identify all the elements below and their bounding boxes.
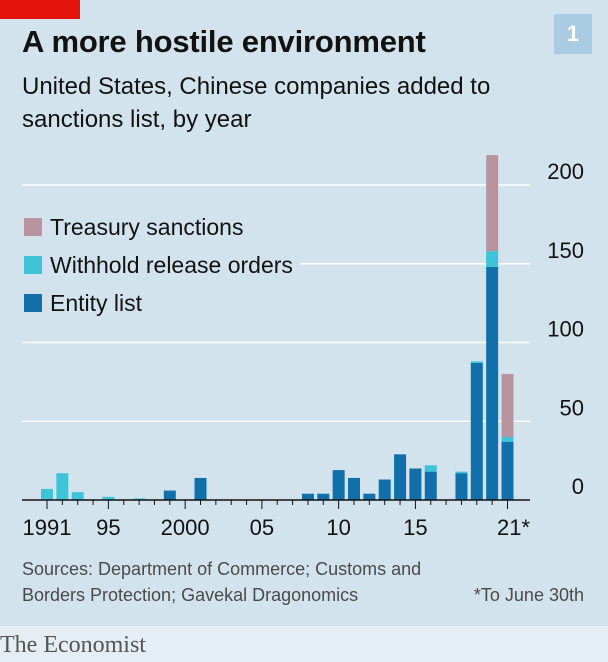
bar-2018-entity-list: [455, 473, 468, 500]
x-tick-label-1995: 95: [96, 515, 120, 540]
bar-2018-withhold-release-orders: [455, 471, 468, 474]
bars: [41, 155, 514, 500]
bar-2020-withhold-release-orders: [486, 251, 499, 267]
bar-2008-entity-list: [301, 493, 314, 500]
legend: Treasury sanctions Withhold release order…: [18, 210, 300, 320]
stacked-bar-chart: 0 50 100 150 200 1991 95 2000 05 10 15 21* Treasur…: [18, 155, 584, 540]
y-tick-label-100: 100: [547, 317, 584, 342]
bar-2021-withhold-release-orders: [501, 437, 514, 442]
x-tick-label-2021: 21*: [497, 515, 530, 540]
bar-2019-entity-list: [470, 362, 483, 500]
bar-2016-entity-list: [424, 471, 437, 500]
bar-2012-entity-list: [363, 493, 376, 500]
bar-2015-entity-list: [409, 468, 422, 500]
legend-label-treasury-sanctions: Treasury sanctions: [50, 214, 243, 240]
bar-2009-entity-list: [317, 493, 330, 500]
y-tick-label-200: 200: [547, 159, 584, 184]
legend-swatch-withhold-release-orders: [24, 256, 42, 274]
legend-label-withhold-release-orders: Withhold release orders: [50, 252, 293, 278]
chart-number-badge: 1: [554, 14, 592, 54]
footnote: *To June 30th: [473, 585, 584, 605]
bar-2013-entity-list: [378, 479, 391, 500]
legend-label-entity-list: Entity list: [50, 290, 143, 316]
legend-swatch-entity-list: [24, 294, 42, 312]
bar-1999-entity-list: [163, 490, 176, 500]
x-tick-label-2010: 10: [326, 515, 350, 540]
bar-2011-entity-list: [348, 477, 360, 500]
bar-2010-entity-list: [332, 470, 345, 500]
bar-2001-entity-list: [194, 477, 207, 500]
chart-subtitle: United States, Chinese companies added t…: [22, 73, 491, 133]
chart-title: A more hostile environment: [22, 24, 426, 59]
bar-1991-withhold-release-orders: [41, 488, 53, 500]
y-tick-label-50: 50: [560, 395, 584, 420]
x-tick-label-2005: 05: [250, 515, 274, 540]
bar-1992-withhold-release-orders: [56, 473, 69, 500]
y-axis-ticks: 0 50 100 150 200: [547, 159, 584, 499]
x-tick-label-1991: 1991: [23, 515, 72, 540]
x-axis: 1991 95 2000 05 10 15 21*: [22, 499, 530, 540]
bar-2020-entity-list: [486, 266, 499, 500]
x-tick-label-2000: 2000: [161, 515, 210, 540]
bar-2021-entity-list: [501, 441, 514, 500]
economist-logo: The Economist: [0, 632, 146, 658]
bar-2019-withhold-release-orders: [470, 361, 483, 363]
legend-bg-treasury-sanctions: [18, 210, 240, 244]
bar-1995-withhold-release-orders: [102, 496, 115, 500]
x-tick-label-2015: 15: [403, 515, 427, 540]
legend-swatch-treasury-sanctions: [24, 218, 42, 236]
bar-1997-withhold-release-orders: [133, 498, 146, 500]
bar-2016-withhold-release-orders: [424, 465, 437, 472]
bar-2014-entity-list: [394, 454, 407, 500]
source-note: Sources: Department of Commerce; Customs…: [22, 559, 422, 605]
legend-bg-withhold-release-orders: [18, 248, 300, 282]
y-tick-label-0: 0: [572, 474, 584, 499]
bar-2020-treasury-sanctions: [486, 155, 499, 252]
economist-red-tag: [0, 0, 80, 19]
bar-2021-treasury-sanctions: [501, 374, 514, 437]
bar-1993-withhold-release-orders: [71, 492, 84, 500]
y-tick-label-150: 150: [547, 238, 584, 263]
